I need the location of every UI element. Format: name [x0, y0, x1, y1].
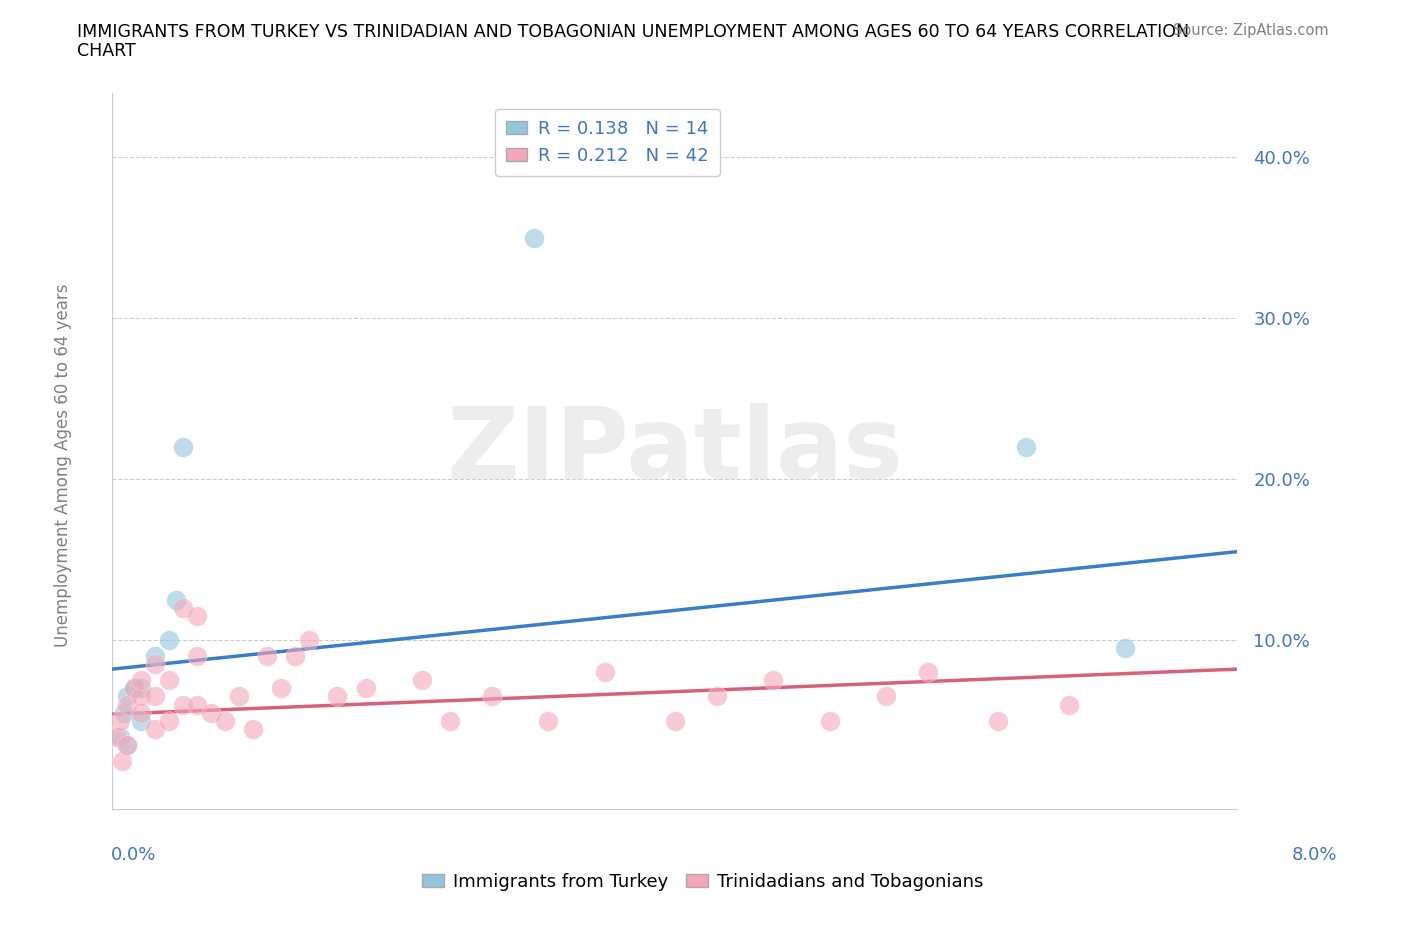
Point	[411, 673, 433, 688]
Point	[108, 729, 131, 744]
Point	[143, 649, 166, 664]
Point	[165, 592, 187, 607]
Point	[129, 681, 152, 696]
Point	[129, 713, 152, 728]
Point	[143, 689, 166, 704]
Point	[875, 689, 897, 704]
Point	[439, 713, 461, 728]
Point	[115, 737, 138, 752]
Point	[481, 689, 503, 704]
Legend: Immigrants from Turkey, Trinidadians and Tobagonians: Immigrants from Turkey, Trinidadians and…	[415, 865, 991, 897]
Point	[200, 705, 222, 720]
Point	[664, 713, 686, 728]
Point	[354, 681, 377, 696]
Point	[115, 698, 138, 712]
Point	[270, 681, 292, 696]
Text: CHART: CHART	[77, 42, 136, 60]
Point	[105, 729, 128, 744]
Point	[111, 753, 134, 768]
Point	[242, 721, 264, 736]
Point	[129, 705, 152, 720]
Point	[256, 649, 278, 664]
Point	[172, 698, 194, 712]
Point	[143, 657, 166, 671]
Point	[706, 689, 728, 704]
Point	[326, 689, 349, 704]
Point	[214, 713, 236, 728]
Point	[593, 665, 616, 680]
Point	[1057, 698, 1080, 712]
Text: Unemployment Among Ages 60 to 64 years: Unemployment Among Ages 60 to 64 years	[55, 284, 72, 646]
Point	[298, 632, 321, 647]
Point	[115, 689, 138, 704]
Point	[172, 440, 194, 455]
Legend: R = 0.138   N = 14, R = 0.212   N = 42: R = 0.138 N = 14, R = 0.212 N = 42	[495, 109, 720, 176]
Point	[228, 689, 250, 704]
Point	[523, 231, 546, 246]
Text: 0.0%: 0.0%	[111, 846, 156, 864]
Text: Source: ZipAtlas.com: Source: ZipAtlas.com	[1173, 23, 1329, 38]
Point	[186, 649, 208, 664]
Text: ZIPatlas: ZIPatlas	[447, 403, 903, 499]
Point	[172, 601, 194, 616]
Point	[122, 681, 145, 696]
Point	[762, 673, 785, 688]
Point	[1114, 641, 1136, 656]
Point	[818, 713, 841, 728]
Point	[1015, 440, 1038, 455]
Text: 8.0%: 8.0%	[1292, 846, 1337, 864]
Point	[129, 689, 152, 704]
Point	[157, 673, 180, 688]
Point	[537, 713, 560, 728]
Point	[917, 665, 939, 680]
Point	[143, 721, 166, 736]
Point	[987, 713, 1010, 728]
Point	[112, 705, 135, 720]
Point	[284, 649, 307, 664]
Point	[122, 681, 145, 696]
Point	[186, 698, 208, 712]
Text: IMMIGRANTS FROM TURKEY VS TRINIDADIAN AND TOBAGONIAN UNEMPLOYMENT AMONG AGES 60 : IMMIGRANTS FROM TURKEY VS TRINIDADIAN AN…	[77, 23, 1189, 41]
Point	[157, 632, 180, 647]
Point	[157, 713, 180, 728]
Point	[115, 737, 138, 752]
Point	[186, 608, 208, 623]
Point	[129, 673, 152, 688]
Point	[108, 713, 131, 728]
